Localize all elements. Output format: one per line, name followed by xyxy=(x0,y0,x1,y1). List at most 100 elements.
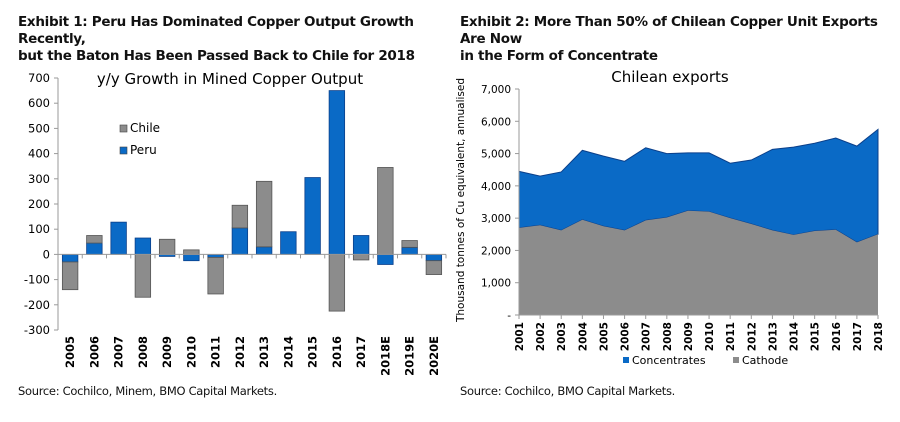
y-tick-label: 6,000 xyxy=(481,116,511,128)
legend-label-cathode: Cathode xyxy=(742,354,788,367)
x-tick-label: 2005 xyxy=(598,322,610,351)
y-tick-label: 0 xyxy=(43,247,50,261)
bar-peru-2018E xyxy=(377,253,394,265)
x-tick-label: 2009 xyxy=(160,336,174,368)
y-tick-label: - xyxy=(507,310,511,322)
x-tick-label: 2007 xyxy=(641,322,653,351)
legend-label-concentrates: Concentrates xyxy=(632,354,706,367)
bar-peru-2015 xyxy=(304,177,321,255)
chilean-exports-chart: Chilean exports Thousand tonnes of Cu eq… xyxy=(455,68,885,367)
bar-chile-2005 xyxy=(61,261,79,291)
bar-chile-2013 xyxy=(255,180,273,248)
exhibit-2-title-line-1: Exhibit 2: More Than 50% of Chilean Copp… xyxy=(460,14,878,47)
y-tick-label: -200 xyxy=(24,298,50,312)
bar-chile-2017 xyxy=(352,253,370,261)
bar-chile-2009 xyxy=(158,238,176,255)
x-tick-label: 2017 xyxy=(852,322,864,351)
x-tick-label: 2003 xyxy=(556,322,568,351)
bar-chile-2018E xyxy=(377,167,394,255)
x-tick-label: 2020E xyxy=(427,336,441,376)
exhibit-1-title: Exhibit 1: Peru Has Dominated Copper Out… xyxy=(18,14,448,65)
x-tick-label: 2019E xyxy=(403,336,417,376)
y-tick-label: 1,000 xyxy=(481,278,511,290)
bar-peru-2019E xyxy=(401,246,418,255)
bar-peru-2010 xyxy=(183,253,200,262)
exhibit-2-title: Exhibit 2: More Than 50% of Chilean Copp… xyxy=(460,14,900,65)
y-tick-label: 600 xyxy=(28,96,50,110)
bar-peru-2006 xyxy=(86,242,103,255)
bar-chile-2006 xyxy=(86,235,103,244)
x-tick-label: 2013 xyxy=(767,322,779,351)
bar-peru-2007 xyxy=(110,221,127,255)
bar-chile-2020E xyxy=(425,260,443,275)
x-tick-label: 2001 xyxy=(514,322,526,351)
x-tick-label: 2015 xyxy=(306,336,320,368)
y-tick-label: 3,000 xyxy=(481,213,511,225)
bar-peru-2013 xyxy=(255,246,273,255)
legend-label-chile: Chile xyxy=(130,121,160,135)
x-tick-label: 2011 xyxy=(209,336,223,368)
y-tick-label: 2,000 xyxy=(481,245,511,257)
legend-swatch-peru xyxy=(119,146,128,155)
bar-peru-2017 xyxy=(352,235,370,255)
x-tick-label: 2008 xyxy=(136,336,150,368)
bar-chile-2010 xyxy=(183,249,200,255)
legend-label-peru: Peru xyxy=(130,143,157,157)
exhibit-2-title-line-2: in the Form of Concentrate xyxy=(460,48,658,64)
x-tick-label: 2014 xyxy=(789,322,801,351)
x-tick-label: 2002 xyxy=(535,322,547,351)
x-tick-label: 2007 xyxy=(112,336,126,368)
y-tick-label: -100 xyxy=(24,273,50,287)
y-tick-label: 200 xyxy=(28,197,50,211)
y-tick-label: 7,000 xyxy=(481,84,511,96)
bar-peru-2020E xyxy=(425,253,443,262)
y-tick-label: 4,000 xyxy=(481,181,511,193)
x-tick-label: 2016 xyxy=(330,336,344,368)
bar-chile-2011 xyxy=(207,257,224,295)
bar-peru-2005 xyxy=(61,253,79,263)
chart-2-y-axis-label: Thousand tonnes of Cu equivalent, annual… xyxy=(455,78,467,323)
legend-swatch-concentrates xyxy=(623,357,629,363)
bar-peru-2012 xyxy=(231,227,249,255)
y-tick-label: -300 xyxy=(24,323,50,337)
chart-1-title: y/y Growth in Mined Copper Output xyxy=(97,70,363,88)
exhibit-1-title-line-1: Exhibit 1: Peru Has Dominated Copper Out… xyxy=(18,14,414,47)
x-tick-label: 2012 xyxy=(746,322,758,351)
x-tick-label: 2012 xyxy=(233,336,247,368)
copper-output-growth-chart: y/y Growth in Mined Copper Output 700 600… xyxy=(24,70,447,376)
bar-peru-2016 xyxy=(328,90,346,255)
bar-chile-2012 xyxy=(231,204,249,229)
y-tick-label: 5,000 xyxy=(481,149,511,161)
y-tick-label: 300 xyxy=(28,172,50,186)
x-tick-label: 2008 xyxy=(662,322,674,351)
bar-peru-2008 xyxy=(134,237,152,255)
x-tick-label: 2014 xyxy=(281,336,295,368)
y-tick-label: 500 xyxy=(28,121,50,135)
chart-2-legend: Concentrates Cathode xyxy=(623,354,788,367)
x-tick-label: 2010 xyxy=(184,336,198,368)
x-tick-label: 2018E xyxy=(378,336,392,376)
x-tick-label: 2017 xyxy=(354,336,368,368)
x-tick-label: 2016 xyxy=(831,322,843,351)
chart-1-legend: Chile Peru xyxy=(119,121,160,157)
exhibit-2-source: Source: Cochilco, BMO Capital Markets. xyxy=(460,384,676,398)
chart-2-title: Chilean exports xyxy=(611,68,729,86)
x-tick-label: 2005 xyxy=(63,336,77,368)
y-tick-label: 700 xyxy=(28,71,50,85)
x-tick-label: 2009 xyxy=(683,322,695,351)
bar-chile-2008 xyxy=(134,253,152,298)
x-tick-label: 2010 xyxy=(704,322,716,351)
x-tick-label: 2004 xyxy=(577,322,589,351)
x-tick-label: 2018 xyxy=(873,322,885,351)
legend-swatch-cathode xyxy=(733,357,739,363)
area-cathode xyxy=(519,210,878,315)
exhibit-1-title-line-2: but the Baton Has Been Passed Back to Ch… xyxy=(18,48,415,64)
bar-chile-2019E xyxy=(401,240,418,248)
x-tick-label: 2006 xyxy=(87,336,101,368)
x-tick-label: 2006 xyxy=(620,322,632,351)
y-tick-label: 100 xyxy=(28,222,50,236)
x-tick-label: 2013 xyxy=(257,336,271,368)
legend-swatch-chile xyxy=(119,124,128,133)
x-tick-label: 2011 xyxy=(725,322,737,351)
x-tick-label: 2015 xyxy=(810,322,822,351)
